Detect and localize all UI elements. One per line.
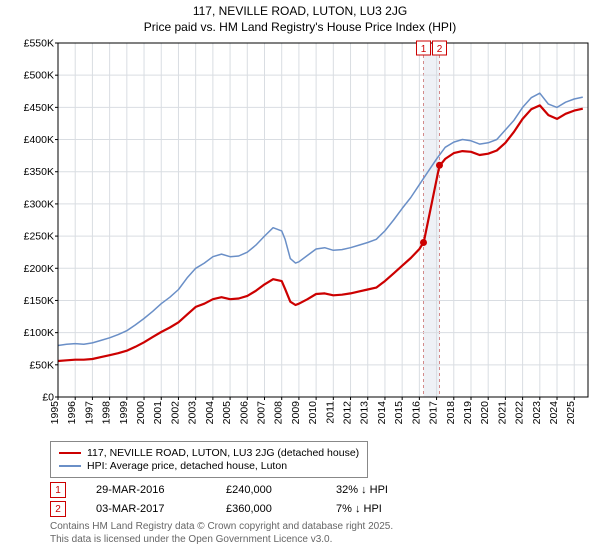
x-tick-label: 2006: [238, 401, 250, 425]
x-tick-label: 2012: [342, 401, 354, 425]
chart-title: 117, NEVILLE ROAD, LUTON, LU3 2JG Price …: [0, 0, 600, 35]
x-tick-label: 1997: [83, 401, 95, 425]
x-tick-label: 2014: [376, 401, 388, 425]
x-tick-label: 2010: [307, 401, 319, 425]
chart-svg: £0£50K£100K£150K£200K£250K£300K£350K£400…: [10, 35, 590, 435]
x-tick-label: 2013: [359, 401, 371, 425]
legend: 117, NEVILLE ROAD, LUTON, LU3 2JG (detac…: [50, 441, 368, 478]
legend-item: HPI: Average price, detached house, Luto…: [59, 460, 359, 472]
marker-price: £360,000: [226, 503, 306, 515]
x-tick-label: 2017: [428, 401, 440, 425]
y-tick-label: £550K: [24, 38, 54, 50]
x-tick-label: 2011: [324, 401, 336, 424]
chart-area: £0£50K£100K£150K£200K£250K£300K£350K£400…: [10, 35, 590, 435]
x-tick-label: 1995: [49, 401, 61, 425]
x-tick-label: 1996: [66, 401, 78, 425]
x-tick-label: 1998: [101, 401, 113, 425]
license-line1: Contains HM Land Registry data © Crown c…: [50, 521, 600, 534]
marker-row: 2 03-MAR-2017 £360,000 7% ↓ HPI: [50, 501, 600, 517]
marker-diff: 7% ↓ HPI: [336, 503, 382, 515]
y-tick-label: £250K: [24, 231, 54, 243]
x-tick-label: 2020: [479, 401, 491, 425]
x-tick-label: 2015: [393, 401, 405, 425]
legend-swatch: [59, 465, 81, 467]
marker-date: 03-MAR-2017: [96, 503, 196, 515]
y-tick-label: £100K: [24, 327, 54, 339]
marker-badge: 1: [421, 44, 427, 55]
legend-item: 117, NEVILLE ROAD, LUTON, LU3 2JG (detac…: [59, 447, 359, 459]
y-tick-label: £50K: [29, 360, 54, 372]
marker-row: 1 29-MAR-2016 £240,000 32% ↓ HPI: [50, 482, 600, 498]
y-tick-label: £450K: [24, 102, 54, 114]
y-tick-label: £400K: [24, 134, 54, 146]
marker-diff: 32% ↓ HPI: [336, 484, 388, 496]
x-tick-label: 2018: [445, 401, 457, 425]
x-tick-label: 2019: [462, 401, 474, 425]
x-tick-label: 2008: [273, 401, 285, 425]
title-line-desc: Price paid vs. HM Land Registry's House …: [0, 20, 600, 36]
marker-date: 29-MAR-2016: [96, 484, 196, 496]
x-tick-label: 2005: [221, 401, 233, 425]
y-tick-label: £500K: [24, 70, 54, 82]
x-tick-label: 1999: [118, 401, 130, 425]
x-tick-label: 2000: [135, 401, 147, 425]
marker-badge: 2: [437, 44, 443, 55]
x-tick-label: 2007: [255, 401, 267, 425]
license-text: Contains HM Land Registry data © Crown c…: [50, 521, 600, 546]
figure: 117, NEVILLE ROAD, LUTON, LU3 2JG Price …: [0, 0, 600, 560]
legend-swatch: [59, 452, 81, 454]
x-tick-label: 2021: [496, 401, 508, 425]
x-tick-label: 2003: [187, 401, 199, 425]
x-tick-label: 2002: [169, 401, 181, 425]
y-tick-label: £300K: [24, 199, 54, 211]
x-tick-label: 2022: [514, 401, 526, 425]
legend-label: 117, NEVILLE ROAD, LUTON, LU3 2JG (detac…: [87, 447, 359, 459]
marker-table: 1 29-MAR-2016 £240,000 32% ↓ HPI 2 03-MAR-201…: [50, 482, 600, 517]
x-tick-label: 2024: [548, 401, 560, 425]
marker-price: £240,000: [226, 484, 306, 496]
marker-badge: 1: [50, 482, 66, 498]
x-tick-label: 2009: [290, 401, 302, 425]
x-tick-label: 2016: [410, 401, 422, 425]
x-tick-label: 2023: [531, 401, 543, 425]
y-tick-label: £350K: [24, 166, 54, 178]
y-tick-label: £150K: [24, 295, 54, 307]
license-line2: This data is licensed under the Open Gov…: [50, 534, 600, 547]
x-tick-label: 2004: [204, 401, 216, 425]
x-tick-label: 2025: [565, 401, 577, 425]
y-tick-label: £200K: [24, 263, 54, 275]
marker-badge: 2: [50, 501, 66, 517]
x-tick-label: 2001: [152, 401, 164, 425]
title-line-address: 117, NEVILLE ROAD, LUTON, LU3 2JG: [0, 4, 600, 20]
legend-label: HPI: Average price, detached house, Luto…: [87, 460, 287, 472]
